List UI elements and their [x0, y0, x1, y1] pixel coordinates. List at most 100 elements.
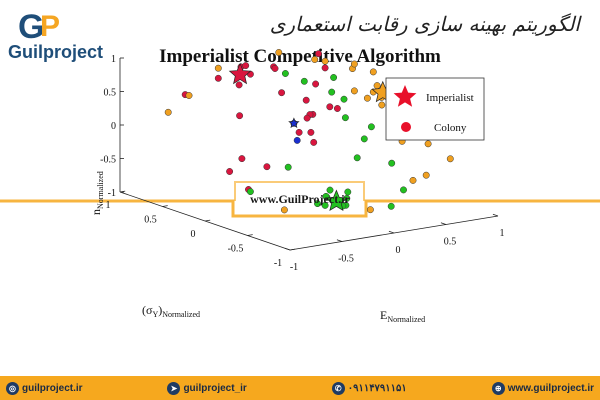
x-tick-label: 0 — [396, 245, 401, 256]
y-tick — [162, 205, 168, 207]
z-tick-label: 1 — [111, 54, 116, 65]
footer-item-telegram[interactable]: ➤ guilproject_ir — [167, 381, 247, 395]
colony-point — [353, 154, 361, 162]
x-tick-label: 1 — [500, 228, 505, 239]
logo-text: Guilproject — [8, 42, 104, 62]
x-axis-label: ENormalized — [380, 308, 425, 324]
legend-imperialist-label: Imperialist — [426, 92, 474, 104]
x-axis-label-sub: Normalized — [387, 315, 425, 324]
colony-point — [311, 56, 319, 63]
y-tick-label: -1 — [274, 258, 282, 269]
y-tick — [204, 219, 211, 222]
colony-point — [369, 68, 377, 76]
colony-point — [341, 114, 349, 122]
colony-point — [321, 64, 329, 72]
y-axis-label-close: ) — [158, 303, 162, 317]
colony-point — [263, 163, 271, 171]
imperialist-star — [288, 117, 300, 129]
colony-point — [330, 74, 338, 81]
x-tick — [388, 230, 395, 234]
logo-mark-p: P — [40, 10, 61, 43]
legend-colony-label: Colony — [434, 122, 467, 134]
colony-point — [400, 186, 407, 194]
instagram-icon: ◎ — [6, 381, 19, 395]
footer-item-website[interactable]: ⊕ www.guilproject.ir — [491, 381, 594, 395]
y-tick — [119, 190, 126, 193]
y-axis-label-main: (σ — [142, 303, 153, 317]
z-tick-label: 0.5 — [104, 88, 117, 99]
y-axis-label: (σY)Normalized — [142, 303, 200, 319]
y-axis-label-sub1: Y — [152, 310, 158, 319]
colony-point — [326, 186, 334, 194]
colony-point — [424, 140, 432, 148]
x-tick — [336, 239, 343, 242]
y-tick-label: 0.5 — [144, 215, 157, 226]
globe-icon: ⊕ — [491, 381, 505, 395]
colony-point — [344, 188, 352, 196]
colony-point — [310, 138, 318, 146]
colony-point — [242, 62, 250, 70]
colony-point — [303, 114, 311, 122]
imperialist-star — [325, 189, 348, 212]
ica-scatter-3d: -1 -1 -1 -0.5 -0.5 -0.5 0 0 0 0.5 0.5 0.5 1 1 1 www.Gu… — [0, 49, 600, 324]
z-axis-label: nNormalized — [89, 171, 105, 215]
colony-point — [214, 74, 222, 82]
watermark-text: www.GuilProject.ir — [250, 192, 350, 206]
colony-point — [271, 65, 279, 72]
x-tick-label: -0.5 — [338, 254, 354, 265]
y-axis-label-sub2: Normalized — [162, 310, 200, 319]
imperialist-star — [228, 62, 252, 85]
colony-point — [284, 163, 292, 171]
z-tick-label: -1 — [108, 188, 116, 199]
colony-point — [340, 95, 348, 103]
colony-point — [226, 168, 234, 175]
logo-mark-g: G — [18, 8, 44, 46]
colony-point — [360, 135, 368, 143]
legend-colony-dot — [401, 122, 411, 132]
colony-point — [350, 60, 358, 68]
colony-point — [373, 82, 381, 90]
y-tick — [247, 234, 253, 236]
footer-bar: ◎ guilproject.ir ➤ guilproject_ir ✆ ۰۹۱۱… — [0, 376, 600, 400]
colony-point — [315, 50, 322, 58]
colony-point — [333, 105, 341, 112]
telegram-icon: ➤ — [167, 381, 181, 395]
colony-point — [235, 81, 243, 89]
colony-point — [387, 202, 395, 210]
x-tick-label: 0.5 — [444, 237, 457, 248]
colony-point — [367, 123, 375, 131]
colony-point — [236, 112, 244, 120]
x-tick-label: -1 — [290, 262, 298, 273]
colony-point — [293, 136, 301, 144]
footer-item-instagram[interactable]: ◎ guilproject.ir — [6, 381, 83, 395]
colony-point — [366, 206, 374, 214]
colony-point — [321, 201, 329, 209]
colony-point — [185, 92, 193, 99]
y-tick-label: 1 — [106, 200, 111, 211]
watermark-band — [0, 199, 600, 218]
colony-point — [275, 49, 283, 56]
colony-point — [363, 94, 371, 102]
y-tick-label: -0.5 — [228, 244, 244, 255]
colony-point — [300, 77, 308, 85]
chart-title: Imperialist Competitive Algorithm — [159, 46, 441, 67]
colony-point — [422, 171, 430, 179]
colony-point — [312, 80, 320, 88]
colony-point — [388, 159, 396, 167]
colony-point — [307, 128, 315, 136]
footer-item-phone[interactable]: ✆ ۰۹۱۱۴۷۹۱۱۵۱ — [331, 381, 407, 395]
colony-point — [246, 188, 254, 196]
footer-phone-text: ۰۹۱۱۴۷۹۱۱۵۱ — [347, 382, 407, 394]
legend-imperialist-star — [393, 85, 417, 107]
footer-website-text: www.guilproject.ir — [507, 382, 594, 394]
data-points — [164, 49, 454, 214]
z-tick-label: 0 — [111, 121, 116, 132]
colony-point — [238, 155, 246, 163]
x-tick — [492, 213, 499, 217]
y-tick-label: 0 — [191, 229, 196, 240]
guilproject-logo: G P Guilproject — [8, 8, 128, 68]
z-axis-label-main: n — [89, 209, 103, 215]
colony-point — [295, 128, 303, 136]
x-tick — [440, 222, 447, 225]
x-tick — [284, 247, 291, 251]
